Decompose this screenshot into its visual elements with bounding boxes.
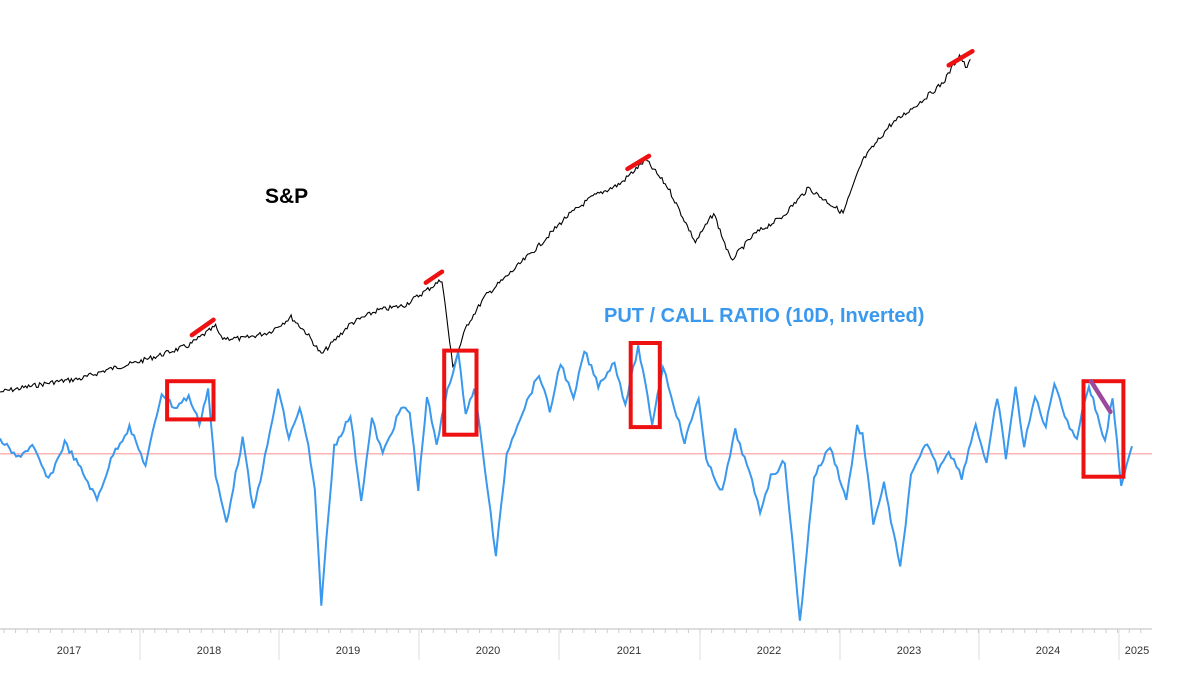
trend-segment-4 — [946, 48, 975, 68]
x-tick-label-2018: 2018 — [197, 645, 221, 657]
x-tick-label-2023: 2023 — [897, 645, 921, 657]
x-tick-label-2019: 2019 — [336, 645, 360, 657]
trend-segment-2 — [423, 269, 445, 285]
put-call-label: PUT / CALL RATIO (10D, Inverted) — [604, 305, 924, 327]
highlight-box-1 — [165, 379, 216, 422]
sp-label: S&P — [265, 185, 308, 208]
x-axis-ticks — [3, 629, 1142, 660]
trend-segment-5 — [1088, 378, 1113, 415]
trend-segment-1 — [189, 317, 216, 338]
x-axis-labels: 2017 2018 2019 2020 2021 2022 2023 2024 2025 — [57, 645, 1149, 657]
trend-segment-3 — [625, 153, 652, 172]
x-tick-label-2022: 2022 — [757, 645, 781, 657]
highlight-box-2 — [442, 348, 479, 437]
x-tick-label-2017: 2017 — [57, 645, 81, 657]
highlight-box-4 — [1081, 379, 1126, 479]
highlight-box-3 — [628, 341, 662, 430]
sp-series-line — [0, 53, 971, 393]
x-tick-label-2021: 2021 — [617, 645, 641, 657]
x-tick-label-2025: 2025 — [1125, 645, 1149, 657]
x-tick-label-2024: 2024 — [1036, 645, 1060, 657]
annotations-layer — [165, 48, 1126, 479]
x-tick-label-2020: 2020 — [476, 645, 500, 657]
put-call-series-line — [0, 345, 1133, 621]
